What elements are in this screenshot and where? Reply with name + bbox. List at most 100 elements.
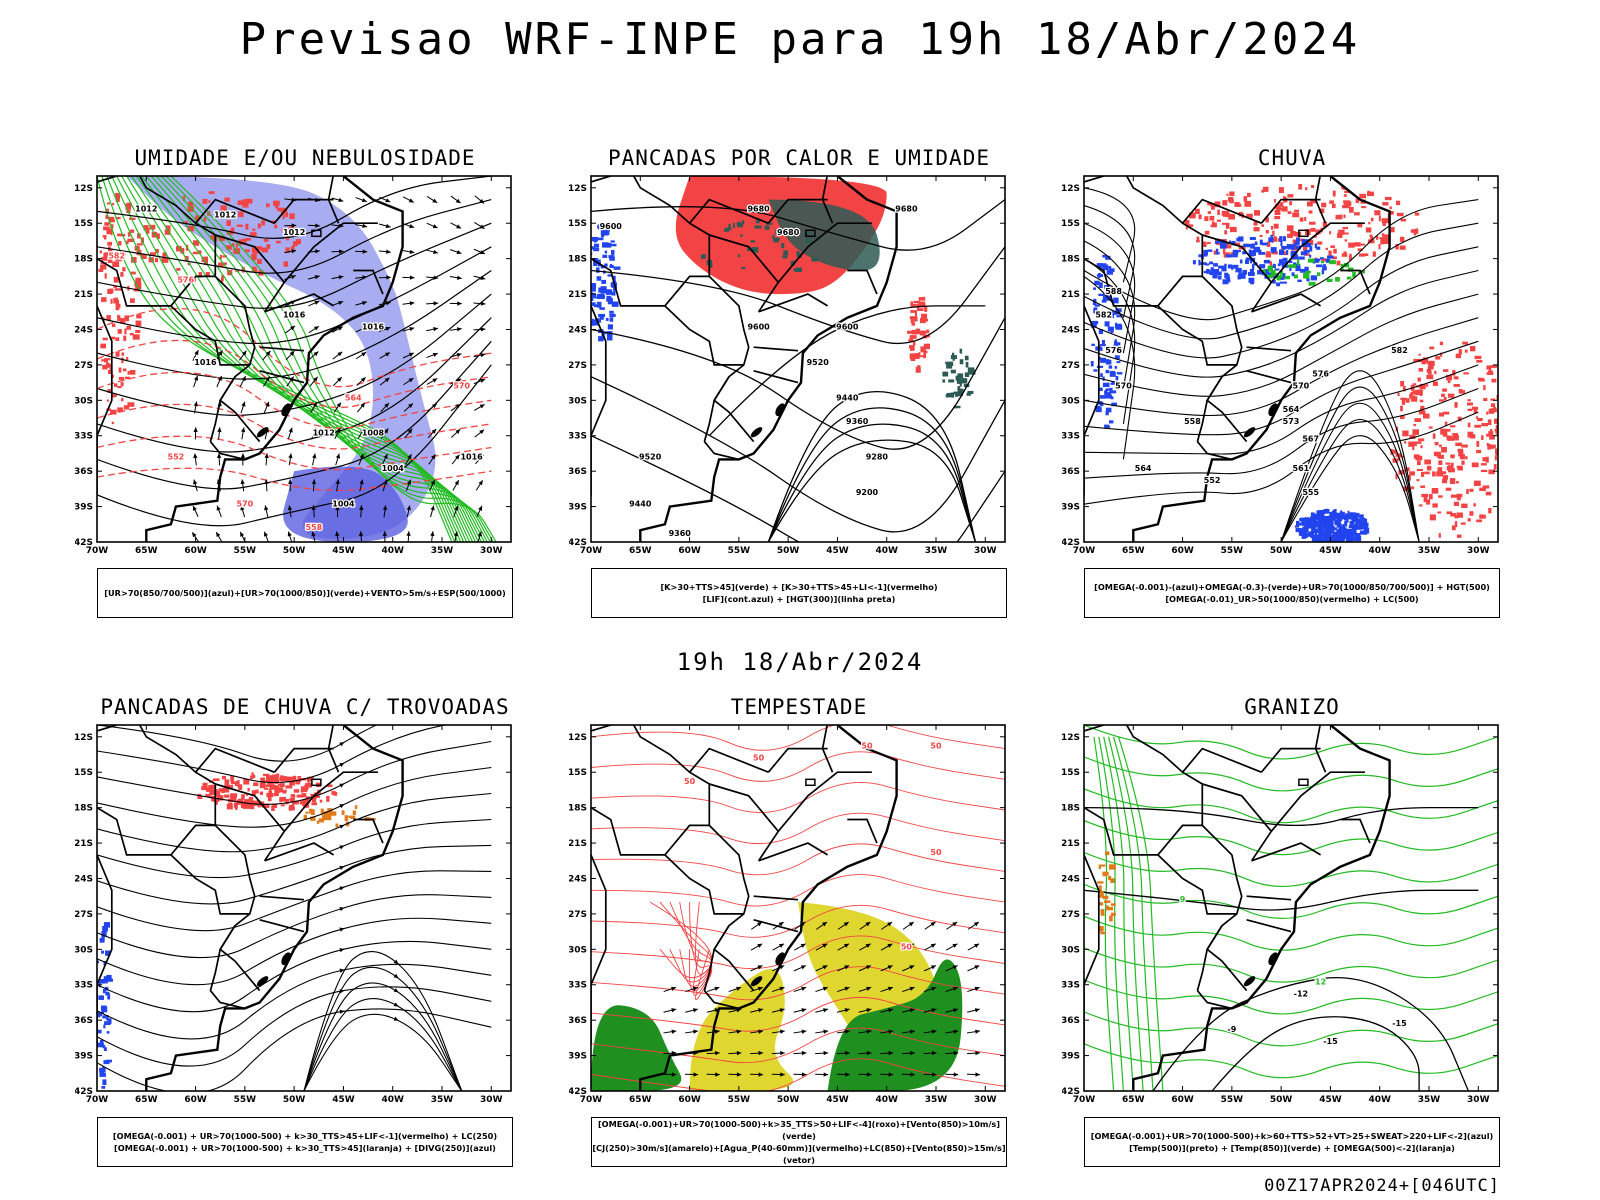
heavy-rain-field-cell (111, 374, 114, 379)
rain-omega-field-cell (1334, 519, 1341, 525)
rain-omega-field-cell (1093, 287, 1096, 290)
wind-vector (402, 326, 415, 332)
rain-red-field-cell (1358, 253, 1366, 257)
lon-label: 50W (1270, 1095, 1293, 1105)
heavy-rain-field-cell (218, 262, 224, 268)
rain-red-field-cell (1365, 227, 1372, 233)
map-chuva[interactable]: 5885825765705645585525825765705645735675… (1062, 146, 1522, 626)
vector-head (336, 377, 342, 382)
rain-omega-field-cell (1295, 240, 1300, 245)
heavy-rain-field-cell (102, 364, 108, 370)
vector-head (240, 479, 245, 485)
rain-red-field-cell (1483, 398, 1488, 402)
heavy-rain-field-cell (203, 217, 207, 222)
vector-head (455, 454, 460, 460)
wind-vector (706, 986, 720, 993)
vector-head (409, 249, 415, 254)
rain-red-field-cell (1442, 432, 1448, 437)
rain-red-field-cell (1265, 217, 1269, 223)
vector-head (241, 376, 246, 382)
thunderstorm-field-cell (245, 793, 248, 796)
vector-head (409, 224, 415, 229)
rain-omega-field-cell (1291, 254, 1299, 260)
map-umidade[interactable]: 1012101210121016101610161008100410121016… (75, 146, 535, 626)
lifted-index-field-cell (591, 246, 594, 249)
vector-head (290, 274, 296, 280)
heavy-rain-field-cell (127, 238, 135, 243)
thunderstorm-field-cell (236, 780, 240, 785)
lat-label: 18S (1062, 804, 1080, 814)
vector-head (952, 922, 958, 927)
federal-district (805, 778, 816, 787)
wind-vector (287, 427, 293, 440)
thickness-contour (97, 403, 492, 450)
rain-omega-field-cell (1348, 525, 1353, 529)
pressure-isobar (97, 317, 492, 453)
rain-red-field-cell (1426, 368, 1432, 373)
wind-vector (193, 375, 199, 388)
thunderstorm-orange-field-cell (341, 810, 345, 815)
rain-omega-field-cell (1281, 246, 1288, 249)
vector-head (431, 454, 436, 460)
wind-vector (858, 1029, 872, 1034)
wind-vector (240, 505, 246, 518)
heavy-rain-field-cell (103, 226, 110, 231)
rain-red-field-cell (1437, 467, 1443, 472)
rain-red-field-cell (1507, 436, 1514, 442)
lon-label: 40W (875, 546, 898, 556)
thunderstorm-orange-field-cell (303, 814, 307, 820)
unstable-strip-cell (924, 306, 928, 312)
rain-red-field-cell (1491, 408, 1497, 413)
wind-vector (426, 196, 438, 204)
rain-red-field-cell (1294, 234, 1299, 237)
rain-red-field-cell (1221, 210, 1228, 216)
rain-omega-field-cell (1226, 280, 1231, 283)
rain-red-field-cell (1432, 381, 1438, 386)
rain-omega-field-cell (1323, 516, 1330, 521)
vector-head (338, 249, 344, 254)
wind-vector (405, 479, 412, 492)
rain-red-field-cell (1476, 360, 1483, 363)
streamline-arrow (339, 968, 345, 973)
wind-vector (426, 378, 438, 385)
rain-red-field-cell (1226, 193, 1229, 196)
rain-red-field-cell (1322, 221, 1328, 228)
rain-omega-field-cell (1295, 266, 1301, 272)
heavy-rain-field-cell (115, 196, 120, 203)
wind-vector (858, 986, 872, 993)
thunderstorm-field-cell (205, 787, 212, 791)
rain-red-field-cell (1469, 511, 1474, 516)
border-line (1260, 198, 1321, 224)
wind-vector (923, 1008, 937, 1013)
vector-head (337, 351, 343, 357)
thunderstorm-orange-field-cell (329, 811, 337, 816)
wind-vector (310, 401, 318, 413)
rain-red-field-cell (1487, 370, 1494, 374)
rain-omega-field-cell (1301, 533, 1305, 539)
vector-head (757, 943, 763, 948)
vector-head (844, 1029, 850, 1034)
contour-label: 570 (1115, 382, 1132, 391)
rain-omega-field-cell (1279, 236, 1283, 242)
instability-teal (768, 199, 880, 271)
lon-label: 70W (86, 1095, 109, 1105)
federal-district (1298, 778, 1309, 787)
streamline (97, 1008, 492, 1091)
thunderstorm-field-cell (222, 775, 227, 780)
lon-label: 65W (135, 1095, 158, 1105)
border-line (703, 376, 730, 442)
rain-omega-field-cell (1222, 279, 1229, 285)
thunderstorm-field-cell (289, 797, 295, 803)
map-granizo[interactable]: -12-15-15-912912S15S18S21S24S27S30S33S36… (1062, 695, 1522, 1175)
pressure-isobar (97, 340, 492, 490)
thunderstorm-field-cell (237, 785, 241, 788)
vector-head (757, 986, 763, 991)
panel-trovoadas: PANCADAS DE CHUVA C/ TROVOADAS 12S 15S 18S… (75, 695, 535, 1175)
rain-omega-field-cell (1288, 260, 1293, 264)
rain-omega-field-cell (1224, 272, 1229, 278)
lifted-index-field-cell (592, 319, 599, 326)
